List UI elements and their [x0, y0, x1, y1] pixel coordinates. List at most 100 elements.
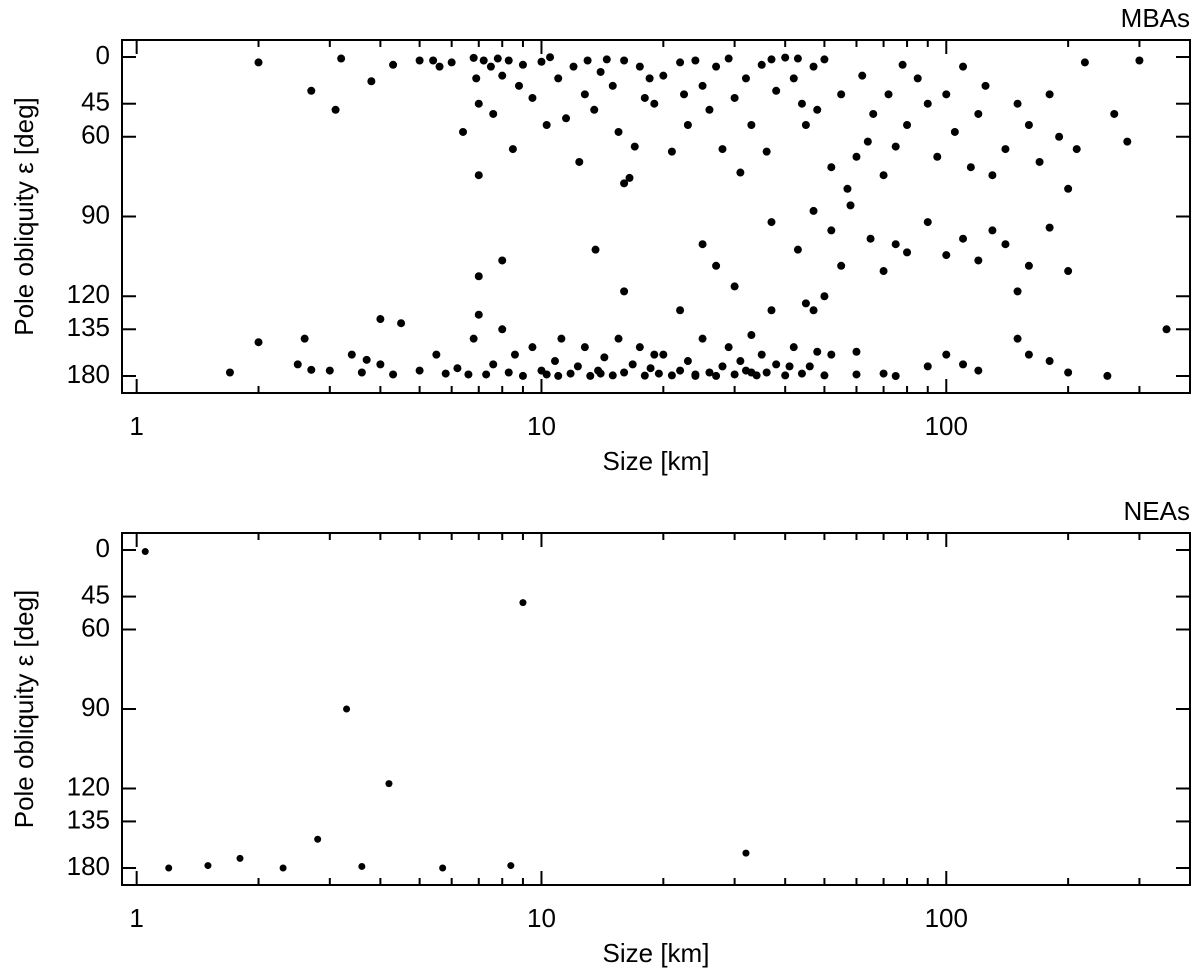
point — [620, 287, 629, 296]
point — [498, 325, 507, 334]
point — [1024, 121, 1033, 130]
point — [141, 548, 149, 556]
point — [747, 368, 756, 377]
point — [510, 350, 519, 359]
point — [441, 369, 450, 378]
point — [820, 292, 829, 301]
y-tick-label: 135 — [67, 804, 110, 834]
point — [635, 62, 644, 71]
point — [852, 370, 861, 379]
point — [472, 74, 481, 83]
point — [879, 267, 888, 276]
point — [974, 109, 983, 118]
point — [966, 163, 975, 172]
point — [988, 171, 997, 180]
point — [772, 360, 781, 369]
point — [801, 299, 810, 308]
point — [528, 343, 537, 352]
point — [498, 256, 507, 265]
point — [1045, 357, 1054, 366]
point — [508, 145, 517, 154]
point — [389, 370, 398, 379]
point — [307, 365, 316, 374]
point — [596, 369, 605, 378]
point — [959, 62, 968, 71]
point — [504, 368, 513, 377]
y-tick-label: 180 — [67, 359, 110, 389]
point — [942, 90, 951, 99]
point — [820, 371, 829, 380]
point — [367, 77, 376, 86]
point — [654, 369, 663, 378]
point — [415, 56, 424, 65]
point — [591, 245, 600, 254]
point — [789, 343, 798, 352]
point — [741, 74, 750, 83]
point — [165, 864, 173, 872]
point — [676, 58, 685, 67]
point — [1001, 145, 1010, 154]
point — [903, 121, 912, 130]
point — [542, 121, 551, 130]
x-axis-label: Size [km] — [603, 938, 710, 968]
point — [1024, 350, 1033, 359]
point — [981, 81, 990, 90]
point — [712, 371, 721, 380]
point — [254, 58, 263, 67]
x-tick-label: 100 — [925, 411, 968, 441]
point — [903, 248, 912, 257]
point — [730, 282, 739, 291]
point — [785, 362, 794, 371]
point — [712, 62, 721, 71]
point — [474, 272, 483, 281]
point — [447, 58, 456, 67]
x-tick-label: 100 — [925, 903, 968, 933]
point — [1055, 132, 1064, 141]
point — [1001, 240, 1010, 249]
point — [1162, 325, 1171, 334]
point — [942, 251, 951, 260]
point — [343, 705, 351, 713]
point — [469, 334, 478, 343]
point — [923, 99, 932, 108]
point — [781, 371, 790, 380]
point — [469, 53, 478, 62]
point — [482, 370, 491, 379]
point — [362, 355, 371, 364]
y-tick-label: 0 — [96, 40, 110, 70]
point — [432, 350, 441, 359]
point — [645, 74, 654, 83]
point — [596, 67, 605, 76]
point — [625, 173, 634, 182]
y-tick-label: 120 — [67, 279, 110, 309]
point — [843, 184, 852, 193]
point — [724, 343, 733, 352]
point — [913, 74, 922, 83]
point — [813, 347, 822, 356]
point — [358, 862, 366, 870]
point — [600, 353, 609, 362]
point — [659, 71, 668, 80]
point — [1110, 109, 1119, 118]
point — [858, 71, 867, 80]
point — [797, 99, 806, 108]
point — [809, 306, 818, 315]
point — [569, 62, 578, 71]
point — [683, 121, 692, 130]
point — [718, 145, 727, 154]
point — [554, 74, 563, 83]
point — [1080, 58, 1089, 67]
point — [1035, 157, 1044, 166]
point — [891, 372, 900, 380]
point — [439, 864, 447, 872]
point — [620, 179, 629, 188]
point — [504, 56, 513, 65]
point — [827, 163, 836, 172]
point — [676, 306, 685, 315]
x-tick-label: 1 — [129, 903, 143, 933]
y-tick-label: 90 — [81, 692, 110, 722]
point — [1064, 368, 1073, 377]
point — [608, 371, 617, 380]
point — [474, 310, 483, 319]
